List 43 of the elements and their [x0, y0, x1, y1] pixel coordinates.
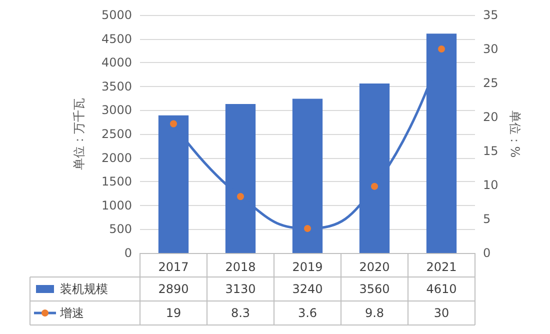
point	[237, 193, 244, 200]
data-label: 9.8	[364, 306, 384, 320]
y2-tick-label: 35	[483, 8, 498, 22]
y2-tick-label: 5	[483, 212, 491, 226]
y2-tick-label: 30	[483, 42, 498, 56]
y-tick-label: 4000	[101, 56, 132, 70]
x-tick-label: 2021	[426, 260, 457, 274]
point	[371, 182, 378, 190]
y-tick-label: 5000	[101, 8, 132, 22]
point	[304, 225, 311, 232]
y-tick-label: 2000	[101, 150, 132, 165]
data-label: 30	[434, 306, 450, 320]
legend-label: 装机规模	[60, 282, 108, 296]
y2-axis-title: 单位：%	[508, 110, 522, 158]
x-tick-label: 2017	[158, 260, 189, 274]
data-label: 3560	[359, 282, 390, 296]
point	[438, 46, 445, 52]
data-label: 2890	[158, 282, 189, 296]
data-label: 3130	[225, 282, 256, 296]
x-tick-label: 2020	[359, 260, 390, 274]
y-tick-label: 2500	[101, 127, 132, 141]
y2-tick-label: 25	[483, 76, 498, 90]
y2-tick-label: 15	[483, 144, 498, 158]
y-tick-label: 1000	[101, 198, 132, 212]
y-tick-label: 3500	[101, 79, 132, 94]
y2-tick-label: 0	[483, 246, 491, 260]
data-label: 19	[166, 306, 182, 320]
point	[170, 120, 177, 128]
data-label: 3.6	[298, 306, 318, 320]
data-label: 3240	[292, 282, 323, 296]
y-axis-title: 单位：万千瓦	[72, 98, 86, 170]
x-tick-label: 2018	[225, 260, 256, 274]
y2-tick-label: 20	[483, 110, 498, 124]
data-label: 4610	[426, 282, 457, 296]
y-tick-label: 4500	[101, 32, 132, 46]
y2-tick-label: 10	[483, 178, 498, 192]
y-tick-label: 1500	[101, 174, 132, 189]
y-tick-label: 500	[109, 222, 132, 236]
legend-label: 增速	[59, 306, 84, 320]
data-label: 8.3	[230, 306, 250, 320]
y-tick-label: 3000	[101, 103, 132, 118]
y-tick-label: 0	[124, 246, 132, 260]
x-tick-label: 2019	[292, 260, 323, 274]
